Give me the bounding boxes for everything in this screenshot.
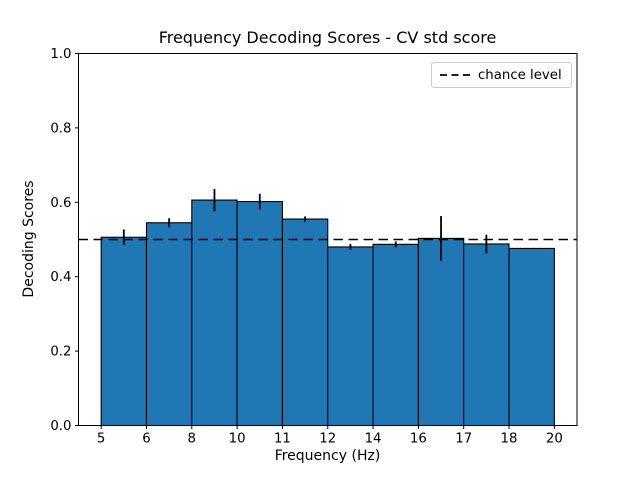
y-tick-label: 0.0	[50, 419, 71, 434]
bar-10-11hz	[236, 201, 283, 427]
y-tick-label: 0.6	[50, 196, 71, 211]
bar-8-10hz	[191, 199, 238, 427]
bar-12-14hz	[327, 246, 374, 427]
y-tick-label: 0.4	[50, 270, 71, 285]
bar-11-12hz	[281, 218, 329, 427]
x-tick-label: 11	[274, 432, 291, 447]
x-tick-label: 17	[455, 432, 472, 447]
x-tick-label: 5	[97, 432, 105, 447]
x-tick-label: 8	[188, 432, 196, 447]
bar-18-20hz	[508, 247, 555, 427]
x-tick-label: 6	[142, 432, 150, 447]
y-tick-label: 1.0	[50, 47, 71, 62]
x-tick-label: 14	[365, 432, 382, 447]
bar-17-18hz	[463, 243, 510, 427]
x-tick-label: 16	[410, 432, 427, 447]
x-tick-label: 20	[546, 432, 563, 447]
bar-16-17hz	[417, 237, 465, 427]
x-axis-label: Frequency (Hz)	[274, 448, 381, 464]
y-tick-label: 0.8	[50, 121, 71, 136]
legend-entry-chance-level: chance level	[478, 67, 562, 83]
x-tick-label: 12	[319, 432, 336, 447]
x-tick-label: 18	[501, 432, 518, 447]
chart-title: Frequency Decoding Scores - CV std score	[158, 28, 497, 47]
x-tick-label: 10	[229, 432, 246, 447]
bar-14-16hz	[372, 243, 419, 427]
bar-5-6hz	[100, 236, 148, 427]
bar-6-8hz	[145, 222, 193, 427]
legend: chance level	[431, 62, 572, 88]
y-tick-label: 0.2	[50, 345, 71, 360]
dashed-line-icon	[440, 74, 470, 76]
